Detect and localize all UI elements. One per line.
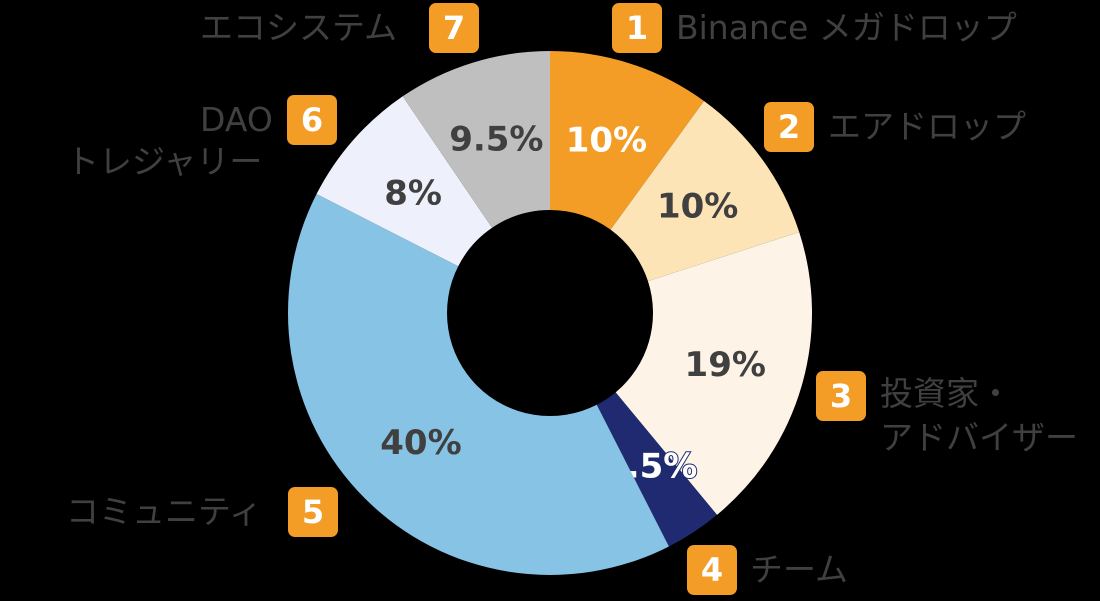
slice-value-7: 9.5% xyxy=(449,120,543,160)
label-airdrop: エアドロップ xyxy=(828,107,1026,146)
slice-6 xyxy=(316,96,493,267)
badge-7: 7 xyxy=(429,3,479,53)
label-advisors: アドバイザー xyxy=(880,418,1078,457)
label-investors: 投資家・ xyxy=(880,374,1012,413)
badge-5: 5 xyxy=(288,487,338,537)
slice-value-1: 10% xyxy=(566,120,647,160)
slice-value-2: 10% xyxy=(657,187,738,227)
label-ecosystem: エコシステム xyxy=(200,8,398,47)
label-binance-megadrop: Binance メガドロップ xyxy=(676,8,1017,47)
slice-1 xyxy=(550,51,704,230)
slice-value-6: 8% xyxy=(384,173,442,213)
slice-5 xyxy=(288,194,669,576)
label-community: コミュニティ xyxy=(66,492,263,531)
label-treasury: トレジャリー xyxy=(66,142,263,181)
slice-3 xyxy=(615,232,813,515)
badge-3: 3 xyxy=(816,371,866,421)
label-team: チーム xyxy=(750,550,849,589)
slice-2 xyxy=(610,101,800,282)
badge-6: 6 xyxy=(287,95,337,145)
slice-7 xyxy=(402,51,550,228)
slice-value-3: 19% xyxy=(685,345,766,385)
badge-1: 1 xyxy=(612,3,662,53)
label-dao: DAO xyxy=(200,100,273,139)
badge-4: 4 xyxy=(687,545,737,595)
slice-value-5: 40% xyxy=(380,423,461,463)
slice-4 xyxy=(596,392,718,547)
badge-2: 2 xyxy=(764,102,814,152)
